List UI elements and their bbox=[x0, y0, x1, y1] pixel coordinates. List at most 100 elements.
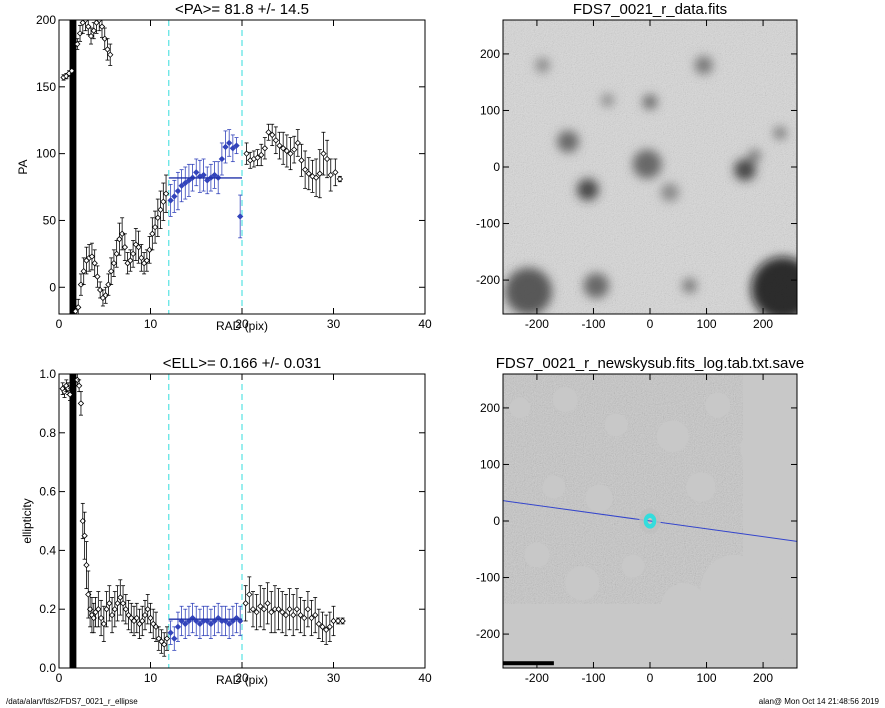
source-blob bbox=[557, 130, 579, 153]
pa-data-point bbox=[178, 182, 185, 189]
pa-data-point bbox=[116, 235, 123, 243]
isophote-ellipse bbox=[640, 509, 660, 533]
pa-data-point bbox=[258, 151, 265, 159]
img1-x-tick-label: -200 bbox=[525, 317, 549, 331]
ell-y-tick-label: 0.8 bbox=[39, 426, 56, 440]
ell-y-tick-label: 0.6 bbox=[39, 485, 56, 499]
img1-x-tick-label: -100 bbox=[581, 317, 605, 331]
img1-y-tick-label: 0 bbox=[493, 160, 500, 174]
pa-data-point bbox=[336, 175, 344, 183]
pa-data-point bbox=[94, 273, 101, 280]
masked-region bbox=[740, 430, 775, 465]
masked-region bbox=[686, 472, 716, 502]
ell-data-point bbox=[319, 623, 326, 631]
pa-data-point bbox=[88, 253, 96, 260]
isophote-ellipse bbox=[644, 514, 656, 528]
pa-data-point bbox=[283, 147, 291, 155]
masked-region bbox=[524, 542, 550, 568]
ell-data-point bbox=[171, 635, 178, 642]
skysub-image-overlay bbox=[503, 500, 797, 542]
pa-data-point bbox=[151, 223, 159, 231]
ell-data-point bbox=[66, 391, 74, 398]
masked-region bbox=[734, 611, 792, 668]
ell-data-point bbox=[83, 561, 90, 569]
img1-x-tick-label: 100 bbox=[697, 317, 717, 331]
ell-x-tick-label: 30 bbox=[327, 671, 341, 685]
pa-data-point bbox=[82, 20, 89, 24]
img2-x-tick-label: -200 bbox=[525, 671, 549, 685]
pa-data-point bbox=[182, 179, 189, 187]
masked-region bbox=[621, 554, 645, 578]
pa-data-point bbox=[102, 292, 109, 299]
pa-data-point bbox=[138, 254, 145, 262]
pa-data-point bbox=[149, 230, 156, 237]
source-blob bbox=[642, 94, 658, 110]
source-blob bbox=[694, 56, 713, 75]
ell-data-point bbox=[222, 617, 229, 625]
pa-data-point bbox=[160, 198, 167, 205]
masked-region bbox=[656, 420, 689, 453]
pa-data-point bbox=[233, 142, 240, 149]
pa-profile-chart: <PA>= 81.8 +/- 14.5 0 10 20 30 40 0 50 100 150 20… bbox=[16, 1, 432, 333]
pa-data-point bbox=[290, 146, 298, 153]
ell-data-point bbox=[323, 626, 330, 633]
pa-data-point bbox=[87, 32, 95, 40]
pa-data-point bbox=[113, 250, 120, 258]
ell-data-point bbox=[293, 606, 301, 613]
ell-data-point bbox=[185, 617, 193, 625]
ell-data-point bbox=[334, 617, 342, 625]
pa-data-point bbox=[320, 150, 327, 157]
pa-data-point bbox=[243, 150, 250, 157]
pa-data-point bbox=[193, 169, 200, 176]
ell-data-point bbox=[268, 608, 275, 616]
ell-data-point bbox=[242, 600, 249, 607]
isophote-ellipse bbox=[642, 512, 658, 530]
ell-data-point bbox=[75, 382, 83, 389]
source-blob bbox=[576, 178, 599, 201]
isophote-ellipse bbox=[641, 511, 659, 531]
ell-data-point bbox=[204, 617, 211, 625]
ell-y-tick-label: 0.0 bbox=[39, 661, 56, 675]
ell-x-tick-label: 10 bbox=[144, 671, 158, 685]
ell-data-point bbox=[308, 614, 315, 622]
ell-data-point bbox=[122, 606, 129, 613]
img1-y-tick-label: -100 bbox=[476, 217, 500, 231]
img2-x-tick-label: 100 bbox=[697, 671, 717, 685]
pa-x-tick-label: 30 bbox=[327, 317, 341, 331]
pa-data-point bbox=[185, 177, 193, 184]
pa-data-point bbox=[312, 174, 320, 181]
ell-data-point bbox=[77, 400, 85, 407]
ell-data-point bbox=[174, 623, 182, 631]
ell-data-point bbox=[144, 606, 151, 613]
ell-data-point bbox=[286, 606, 293, 613]
ell-data-point bbox=[290, 611, 297, 619]
ell-data-point bbox=[237, 617, 244, 625]
ell-data-point bbox=[257, 603, 264, 610]
ell-data-point bbox=[111, 606, 118, 613]
ell-y-tick-label: 0.2 bbox=[39, 602, 56, 616]
source-blob bbox=[682, 278, 697, 293]
masked-region bbox=[604, 413, 628, 437]
pa-data-point bbox=[80, 268, 87, 275]
ell-data-point bbox=[103, 606, 110, 613]
skysub-image-title: FDS7_0021_r_newskysub.fits_log.tab.txt.s… bbox=[496, 355, 805, 372]
pa-data-point bbox=[85, 23, 92, 30]
pa-data-point bbox=[204, 177, 211, 184]
ell-axes: 0 10 20 30 40 0.0 0.2 0.4 0.6 0.8 1.0 bbox=[39, 367, 432, 685]
ell-data-point bbox=[211, 617, 218, 625]
ell-x-tick-label: 20 bbox=[235, 671, 249, 685]
pa-data-point bbox=[305, 170, 312, 177]
pa-x-tick-label: 20 bbox=[235, 317, 249, 331]
pa-data-point bbox=[76, 30, 84, 37]
ell-data-point bbox=[297, 611, 304, 619]
pa-direction-line bbox=[503, 500, 797, 542]
masked-region bbox=[700, 554, 769, 623]
pa-data-point bbox=[229, 145, 237, 152]
pa-data-point bbox=[261, 145, 269, 152]
ell-data-point bbox=[139, 617, 146, 625]
pa-data-point bbox=[332, 169, 339, 176]
ell-data-point bbox=[95, 606, 102, 613]
pa-x-tick-label: 0 bbox=[56, 317, 63, 331]
data-image-axes: -200 -100 0 100 200 -200 -100 0 100 200 bbox=[476, 20, 797, 331]
